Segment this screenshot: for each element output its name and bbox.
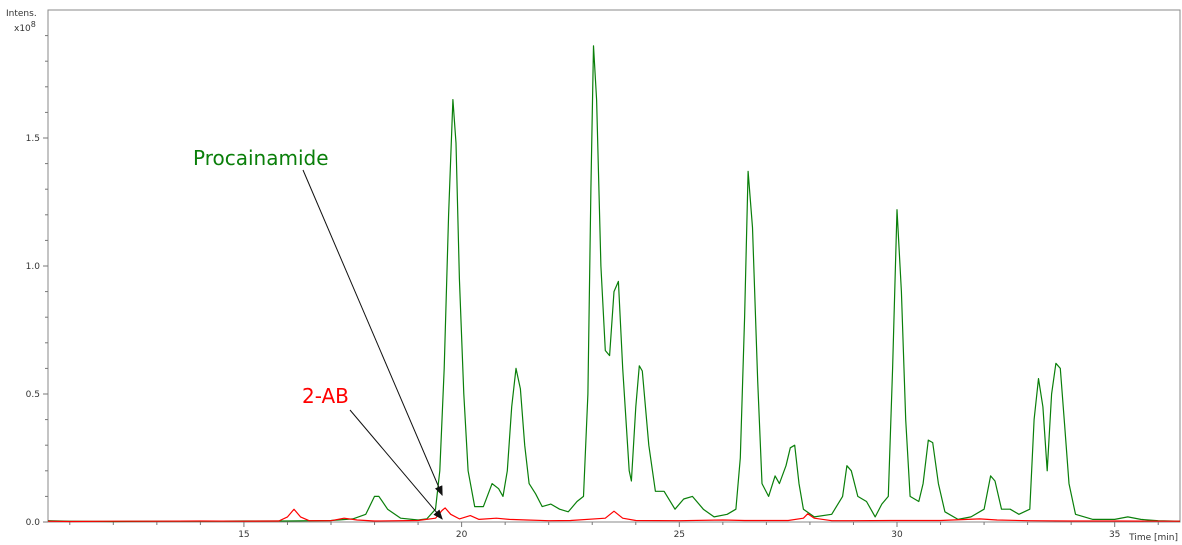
series-line-procainamide [47, 45, 1181, 523]
y-tick-label: 1.0 [26, 262, 41, 272]
x-tick-label: 25 [674, 530, 685, 540]
series-line-2-ab [47, 507, 1181, 523]
y-tick-label: 1.5 [26, 134, 40, 144]
y-tick-label: 0.0 [26, 518, 41, 528]
y-axis-multiplier: x108 [14, 20, 36, 34]
x-tick-label: 30 [891, 530, 903, 540]
axis-ticks: 15 20 25 30 35 0.0 0.5 1.0 1.5 [26, 35, 1159, 540]
annotation-label-procainamide: Procainamide [193, 146, 329, 170]
y-axis-label: Intens. [6, 9, 37, 19]
y-tick-label: 0.5 [26, 390, 40, 400]
plot-frame [47, 9, 1181, 523]
annotation-layer: Procainamide 2-AB [193, 146, 443, 520]
x-tick-label: 15 [238, 530, 249, 540]
annotation-arrow [302, 169, 443, 497]
annotation-arrow [349, 409, 443, 520]
x-axis-label: Time [min] [1128, 533, 1178, 543]
annotation-label-2-ab: 2-AB [302, 384, 349, 408]
x-tick-label: 20 [456, 530, 468, 540]
x-tick-label: 35 [1109, 530, 1120, 540]
series-layer [47, 45, 1181, 523]
